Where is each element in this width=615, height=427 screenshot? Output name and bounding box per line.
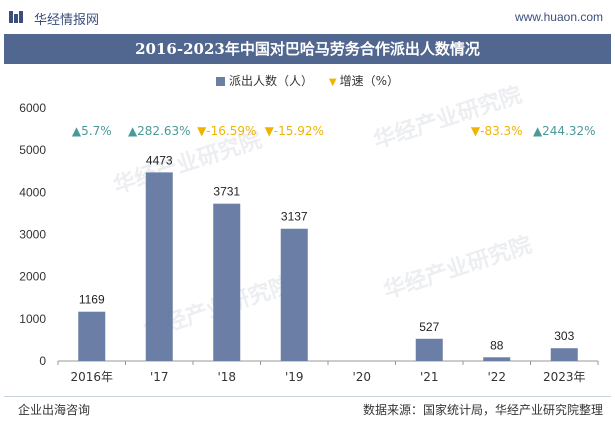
bar-data-label: 3137 xyxy=(281,210,308,224)
bar xyxy=(213,203,241,361)
bar-data-label: 303 xyxy=(554,329,574,343)
chart-title: 2016-2023年中国对巴哈马劳务合作派出人数情况 xyxy=(4,34,611,64)
x-tick-label: '19 xyxy=(285,370,304,384)
chart-legend: 派出人数（人） ▼ 增速（%） xyxy=(0,72,615,90)
y-tick-label: 2000 xyxy=(19,270,46,284)
bar xyxy=(78,311,106,361)
growth-label: ▼-15.92% xyxy=(265,124,324,138)
top-bar: 华经情报网 www.huaon.com xyxy=(0,0,615,34)
legend-item-count: 派出人数（人） xyxy=(216,72,313,89)
bar xyxy=(280,228,308,361)
bar-data-label: 527 xyxy=(419,320,439,334)
legend-label-count: 派出人数（人） xyxy=(229,74,314,88)
growth-label: ▼-16.59% xyxy=(197,124,256,138)
bar-data-label: 1169 xyxy=(79,293,105,307)
legend-item-growth: ▼ 增速（%） xyxy=(329,72,399,89)
logo-text: 华经情报网 xyxy=(34,13,100,28)
x-tick-label: '18 xyxy=(217,370,236,384)
x-tick-label: '17 xyxy=(150,370,169,384)
y-tick-label: 5000 xyxy=(19,143,46,157)
site-url[interactable]: www.huaon.com xyxy=(514,10,603,24)
growth-label: ▲244.32% xyxy=(533,124,596,138)
growth-label: ▼-83.3% xyxy=(471,124,523,138)
bar-data-label: 4473 xyxy=(146,153,173,167)
y-tick-label: 6000 xyxy=(19,101,46,115)
x-tick-label: '21 xyxy=(420,370,439,384)
x-tick-label: '22 xyxy=(487,370,506,384)
bar xyxy=(483,357,511,361)
legend-swatch-count xyxy=(216,77,226,86)
bar-data-label: 3731 xyxy=(213,185,240,199)
legend-label-growth: 增速（%） xyxy=(339,74,399,88)
y-tick-label: 0 xyxy=(39,354,46,368)
growth-label: ▲282.63% xyxy=(128,124,191,138)
logo-icon xyxy=(9,11,23,23)
y-tick-label: 1000 xyxy=(19,312,46,326)
y-tick-label: 3000 xyxy=(19,228,46,242)
legend-triangle-icon: ▼ xyxy=(328,77,337,88)
x-tick-label: 2016年 xyxy=(70,370,113,384)
bar xyxy=(550,348,578,361)
x-tick-label: 2023年 xyxy=(543,370,586,384)
footer-source-text: 数据来源：国家统计局，华经产业研究院整理 xyxy=(362,403,603,417)
footer-left-text: 企业出海咨询 xyxy=(18,403,91,417)
growth-label: ▲5.7% xyxy=(72,124,112,138)
bar xyxy=(145,172,173,361)
x-tick-label: '20 xyxy=(352,370,371,384)
footer-divider xyxy=(4,396,611,397)
y-tick-label: 4000 xyxy=(19,185,46,199)
bar xyxy=(415,338,443,361)
bar-data-label: 88 xyxy=(490,338,504,352)
